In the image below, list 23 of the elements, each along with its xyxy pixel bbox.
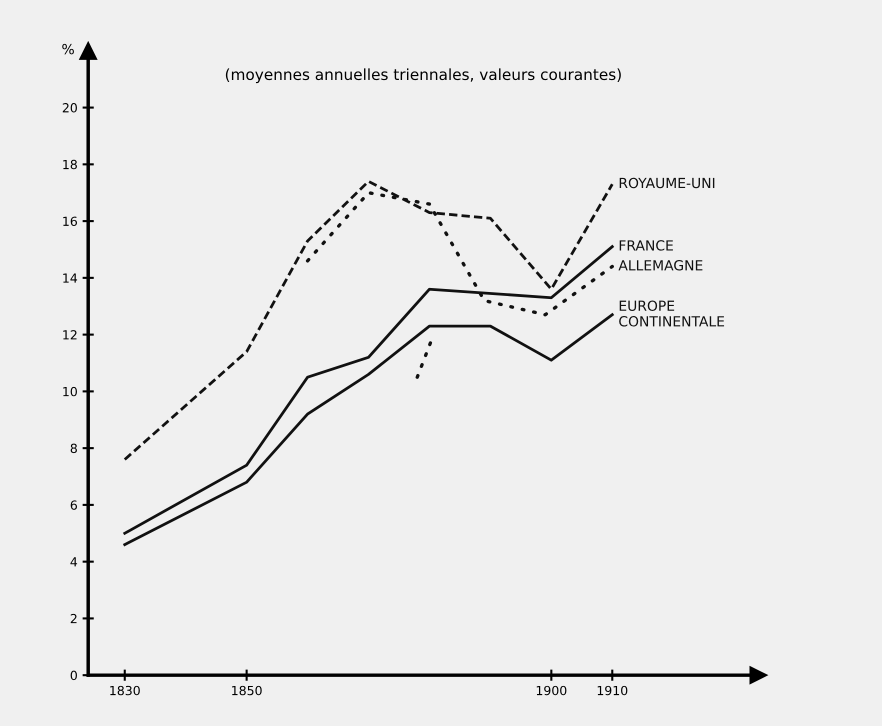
y-axis-title: % <box>62 44 74 54</box>
x-tick-label: 1850 <box>232 686 262 696</box>
y-tick-label: 14 <box>63 273 78 283</box>
series-label: EUROPE CONTINENTALE <box>619 300 724 327</box>
series-label: FRANCE <box>620 240 673 251</box>
line-series <box>123 313 614 546</box>
x-tick-label: 1830 <box>110 686 140 696</box>
y-tick-label: 10 <box>63 386 77 396</box>
text: (moyennes annuelles triennales, valeurs courantes) <box>226 68 621 84</box>
line-series <box>123 180 614 461</box>
series-label: ROYAUME-UNI <box>620 178 714 188</box>
y-tick-label: 16 <box>63 216 77 226</box>
x-tick-label: 1910 <box>598 686 628 696</box>
y-tick-label: 8 <box>70 444 77 454</box>
y-tick-label: 12 <box>63 330 77 340</box>
series-label: ALLEMAGNE <box>618 260 702 271</box>
y-tick-label: 0 <box>70 670 77 680</box>
y-tick-label: 20 <box>62 103 77 113</box>
x-tick-label: 1900 <box>536 686 566 696</box>
y-tick-label: 18 <box>63 160 77 170</box>
y-tick-label: 4 <box>70 557 78 566</box>
y-tick-label: 2 <box>70 614 77 624</box>
y-tick-label: 6 <box>70 500 77 510</box>
